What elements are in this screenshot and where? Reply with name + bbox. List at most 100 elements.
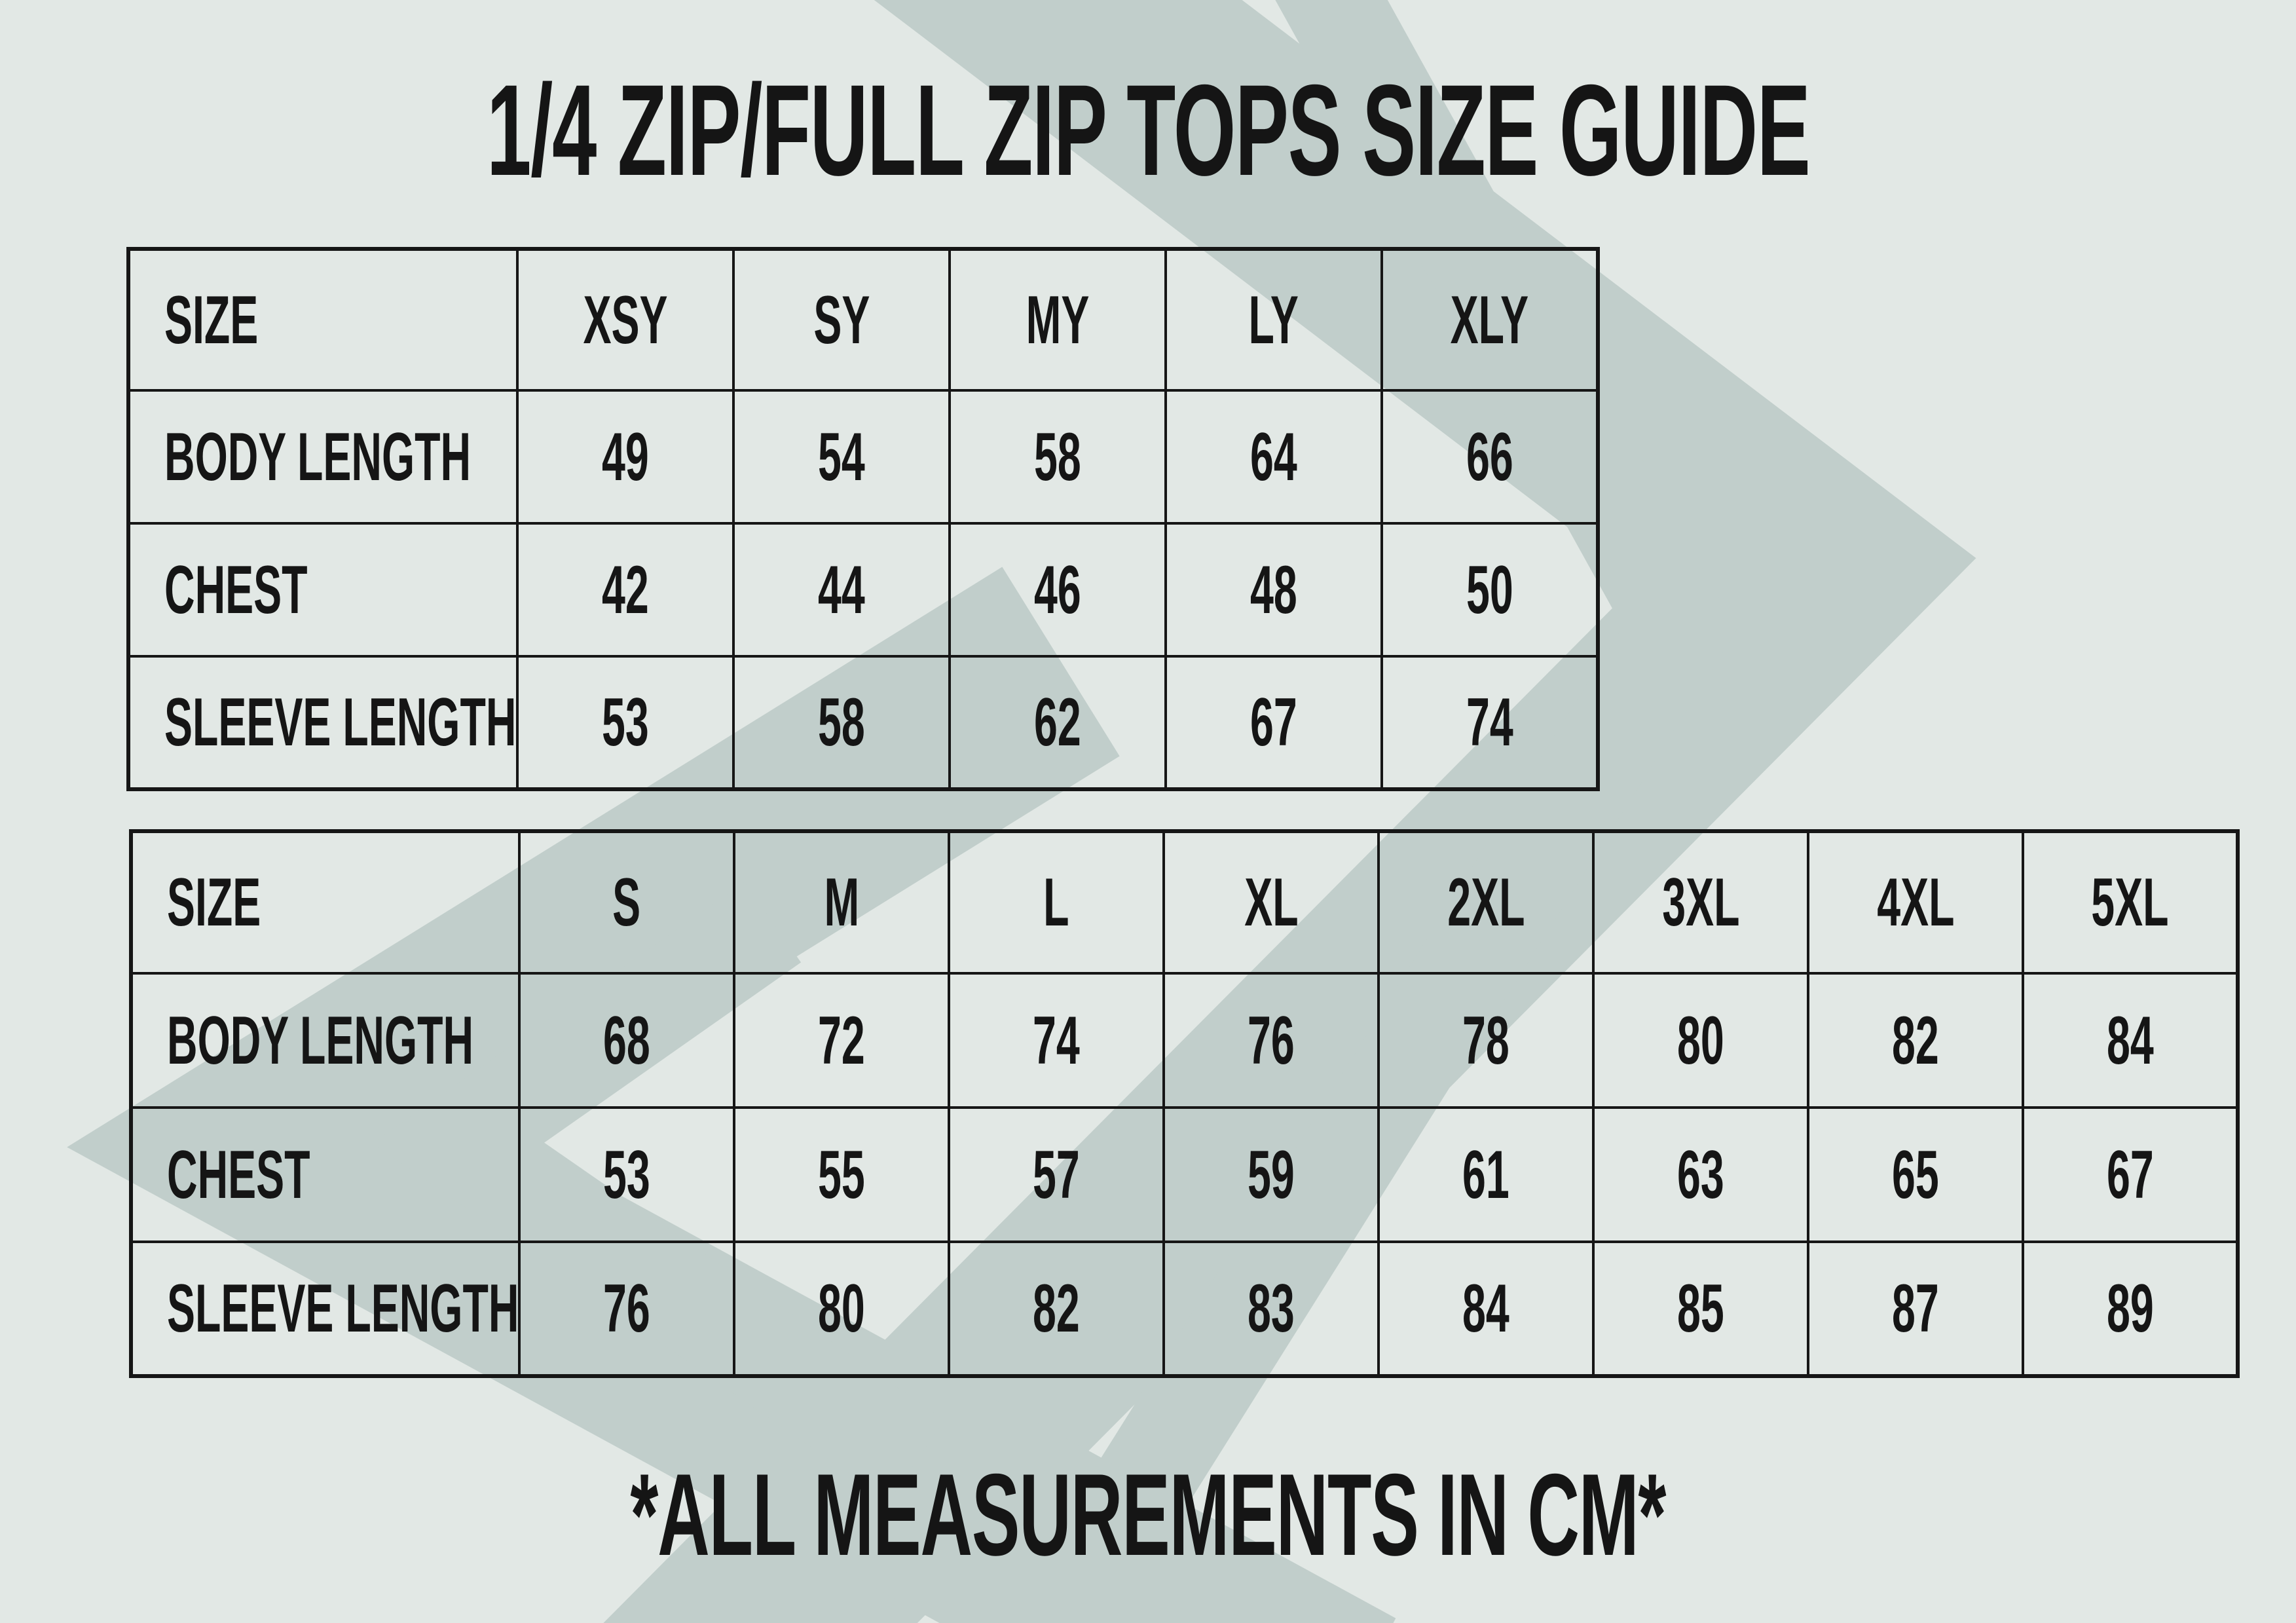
row-label: BODY LENGTH <box>167 1002 474 1079</box>
row-label-cell: BODY LENGTH <box>127 389 519 525</box>
value-cell: 49 <box>516 389 735 525</box>
header-label: SY <box>813 282 870 358</box>
adult-size-table: SIZE S M L XL 2XL 3XL 4XL 5XL BODY LENGT… <box>129 829 2240 1378</box>
value: 65 <box>1892 1136 1939 1213</box>
value: 89 <box>2106 1271 2154 1347</box>
value-cell: 58 <box>948 389 1167 525</box>
value: 83 <box>1248 1271 1295 1347</box>
value-cell: 42 <box>516 522 735 658</box>
value: 82 <box>1892 1002 1939 1079</box>
header-label: SIZE <box>167 865 261 941</box>
header-cell-sy: SY <box>732 248 951 392</box>
adult-sleeve-length-row: SLEEVE LENGTH 76 80 82 83 84 85 87 89 <box>130 1241 2239 1377</box>
value-cell: 82 <box>948 1241 1165 1377</box>
header-cell-2xl: 2XL <box>1377 830 1595 975</box>
value-cell: 44 <box>732 522 951 658</box>
value-cell: 68 <box>518 972 735 1109</box>
header-cell-ly: LY <box>1164 248 1383 392</box>
value: 46 <box>1034 551 1081 628</box>
header-cell-my: MY <box>948 248 1167 392</box>
row-label-cell: SLEEVE LENGTH <box>127 655 519 791</box>
header-cell-4xl: 4XL <box>1807 830 2024 975</box>
row-label: SLEEVE LENGTH <box>167 1271 519 1347</box>
value-cell: 80 <box>1592 972 1809 1109</box>
value: 66 <box>1466 419 1513 495</box>
row-label-cell: CHEST <box>127 522 519 658</box>
header-cell-xsy: XSY <box>516 248 735 392</box>
value: 72 <box>818 1002 865 1079</box>
adult-body-length-row: BODY LENGTH 68 72 74 76 78 80 82 84 <box>130 972 2239 1109</box>
measurements-note-text: *ALL MEASUREMENTS IN CM* <box>630 1449 1667 1580</box>
row-label: CHEST <box>167 1136 310 1213</box>
value-cell: 64 <box>1164 389 1383 525</box>
value-cell: 55 <box>733 1106 950 1243</box>
value-cell: 82 <box>1807 972 2024 1109</box>
value: 80 <box>1677 1002 1724 1079</box>
value-cell: 62 <box>948 655 1167 791</box>
header-label: 5XL <box>2091 865 2169 941</box>
header-cell-size: SIZE <box>130 830 521 975</box>
value: 74 <box>1033 1002 1080 1079</box>
header-cell-m: M <box>733 830 950 975</box>
value: 67 <box>1250 684 1297 760</box>
header-cell-3xl: 3XL <box>1592 830 1809 975</box>
value-cell: 59 <box>1162 1106 1380 1243</box>
youth-size-table: SIZE XSY SY MY LY XLY BODY LENGTH 49 54 … <box>126 247 1600 791</box>
value: 64 <box>1250 419 1297 495</box>
header-label: 3XL <box>1661 865 1740 941</box>
value: 58 <box>818 684 865 760</box>
value: 76 <box>1248 1002 1295 1079</box>
page-title: 1/4 ZIP/FULL ZIP TOPS SIZE GUIDE <box>0 65 2296 195</box>
measurements-note: *ALL MEASUREMENTS IN CM* <box>0 1457 2296 1573</box>
value-cell: 84 <box>1377 1241 1595 1377</box>
value: 63 <box>1677 1136 1724 1213</box>
value: 54 <box>818 419 865 495</box>
header-cell-xl: XL <box>1162 830 1380 975</box>
header-cell-5xl: 5XL <box>2022 830 2239 975</box>
header-label: S <box>612 865 641 941</box>
row-label: CHEST <box>164 551 308 628</box>
value: 49 <box>602 419 649 495</box>
value: 87 <box>1892 1271 1939 1347</box>
header-label: 4XL <box>1876 865 1955 941</box>
value-cell: 50 <box>1380 522 1599 658</box>
value-cell: 53 <box>516 655 735 791</box>
value-cell: 78 <box>1377 972 1595 1109</box>
value: 50 <box>1466 551 1513 628</box>
value-cell: 58 <box>732 655 951 791</box>
value-cell: 83 <box>1162 1241 1380 1377</box>
value-cell: 80 <box>733 1241 950 1377</box>
row-label: BODY LENGTH <box>164 419 472 495</box>
header-label: L <box>1043 865 1069 941</box>
value-cell: 66 <box>1380 389 1599 525</box>
row-label-cell: BODY LENGTH <box>130 972 521 1109</box>
value-cell: 72 <box>733 972 950 1109</box>
value: 84 <box>1462 1271 1509 1347</box>
value-cell: 65 <box>1807 1106 2024 1243</box>
value-cell: 63 <box>1592 1106 1809 1243</box>
adult-header-row: SIZE S M L XL 2XL 3XL 4XL 5XL <box>130 830 2239 975</box>
value: 84 <box>2106 1002 2154 1079</box>
value: 48 <box>1250 551 1297 628</box>
value-cell: 61 <box>1377 1106 1595 1243</box>
value: 74 <box>1466 684 1513 760</box>
header-label: XLY <box>1450 282 1529 358</box>
value: 58 <box>1034 419 1081 495</box>
value: 62 <box>1034 684 1081 760</box>
youth-body-length-row: BODY LENGTH 49 54 58 64 66 <box>127 389 1599 525</box>
value: 53 <box>602 684 649 760</box>
header-label: LY <box>1248 282 1299 358</box>
value: 80 <box>818 1271 865 1347</box>
youth-sleeve-length-row: SLEEVE LENGTH 53 58 62 67 74 <box>127 655 1599 791</box>
value-cell: 46 <box>948 522 1167 658</box>
row-label-cell: SLEEVE LENGTH <box>130 1241 521 1377</box>
value-cell: 67 <box>1164 655 1383 791</box>
value-cell: 48 <box>1164 522 1383 658</box>
header-label: M <box>824 865 859 941</box>
header-label: SIZE <box>164 282 259 358</box>
header-label: XL <box>1244 865 1299 941</box>
value: 61 <box>1462 1136 1509 1213</box>
value-cell: 84 <box>2022 972 2239 1109</box>
